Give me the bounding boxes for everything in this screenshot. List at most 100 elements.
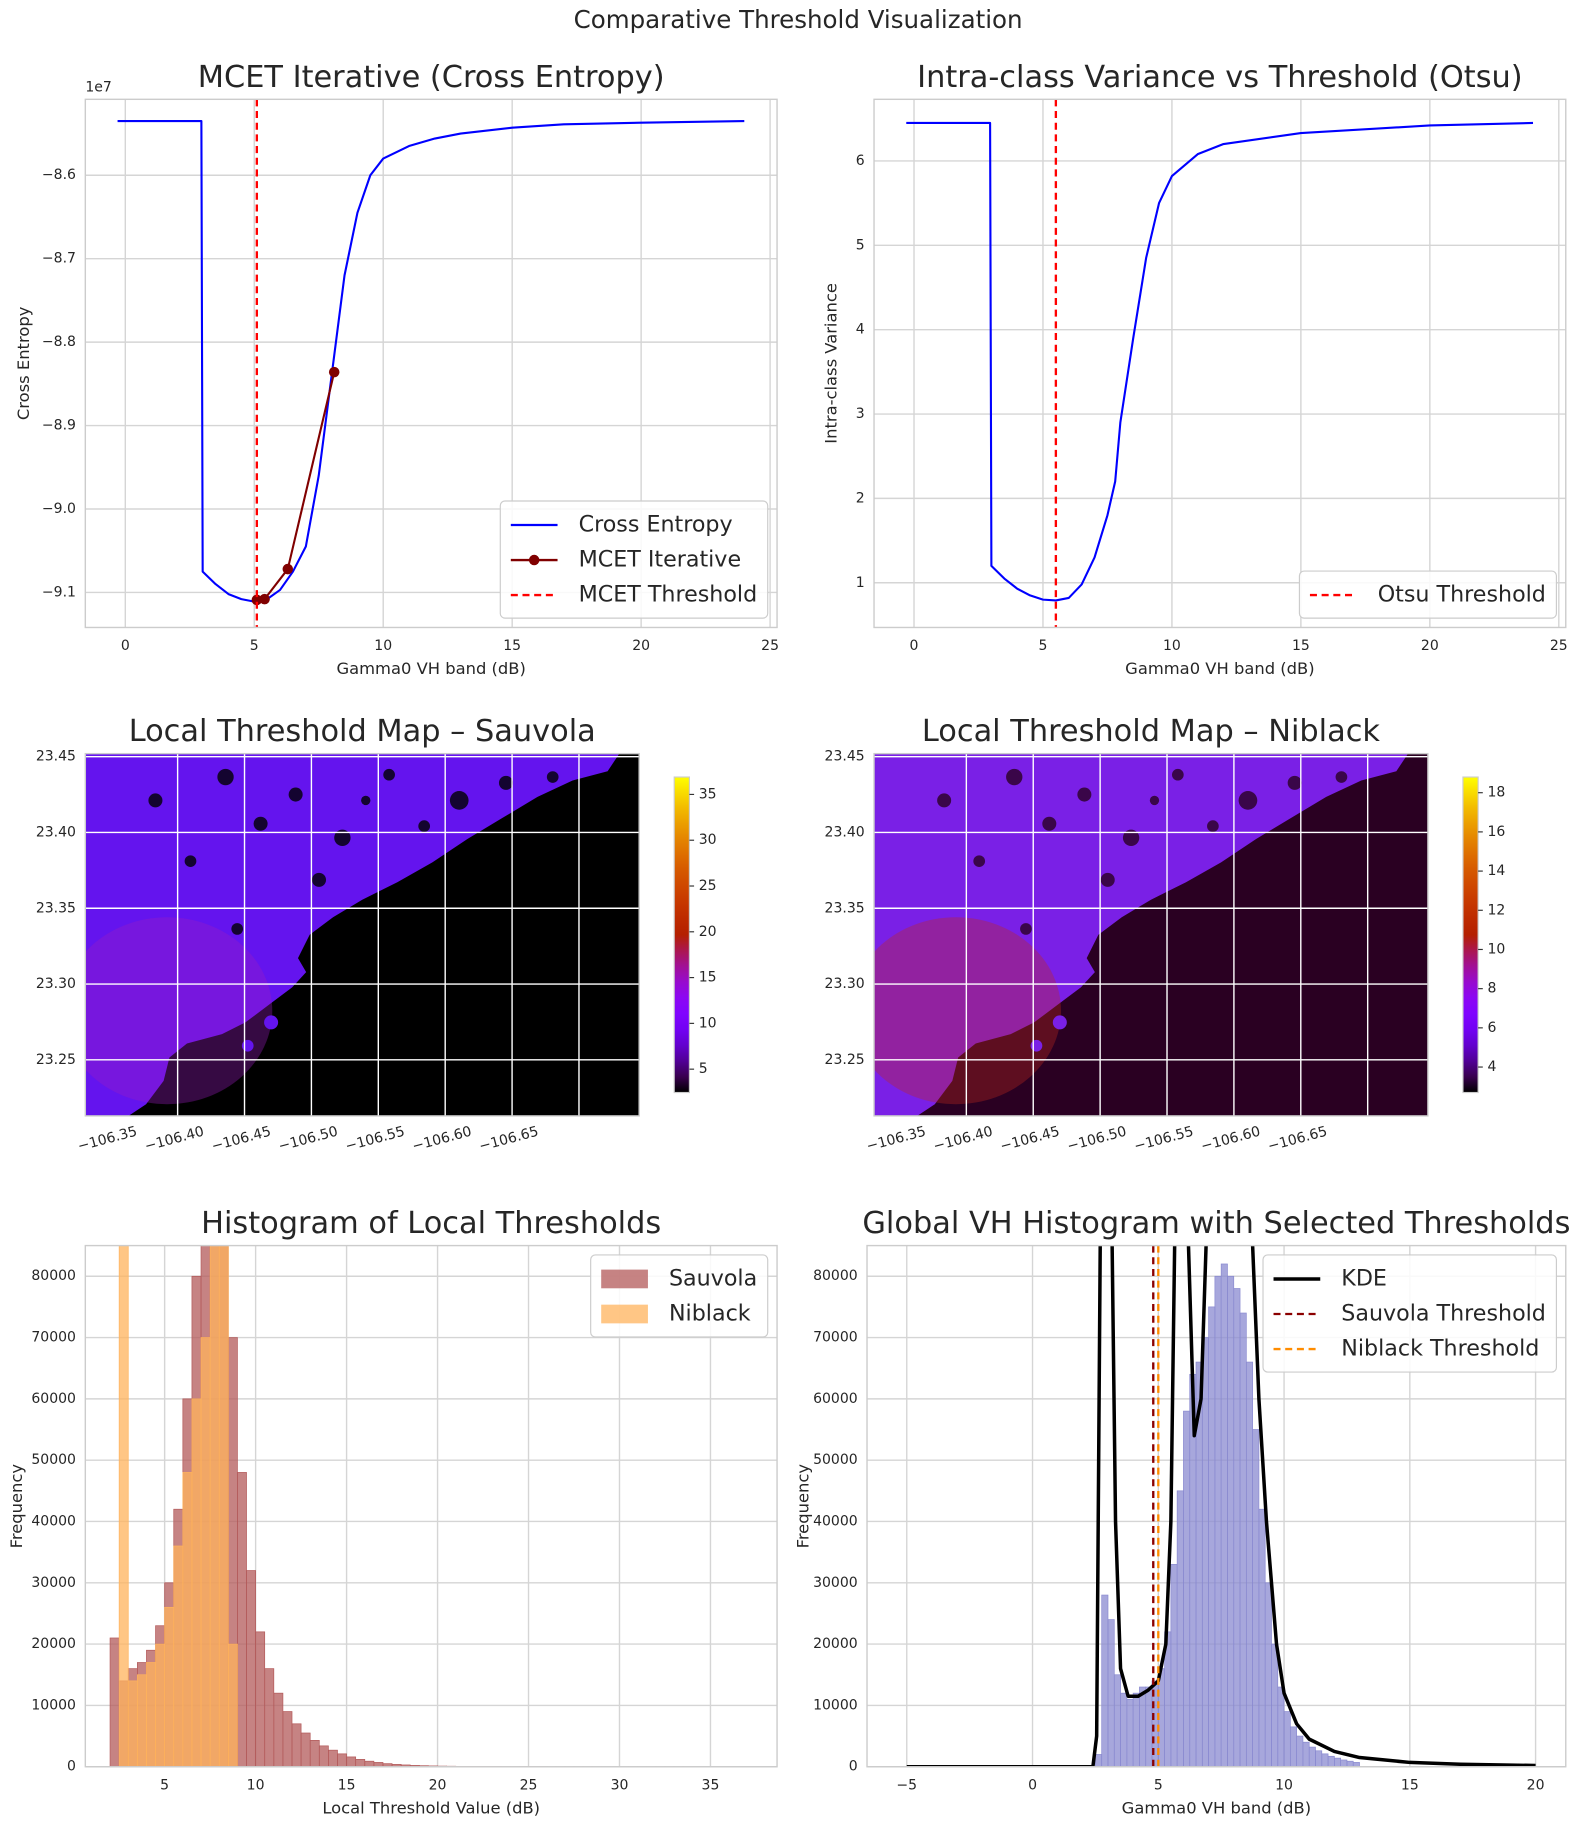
y-tick-label: 6 [856,153,865,169]
colorbar-tick-label: 35 [699,786,717,802]
lake [383,768,395,781]
y-tick-label: 23.30 [825,976,865,992]
lake [1149,795,1160,806]
axes-frame [873,752,1429,1117]
lake [1287,775,1302,790]
legend: Sauvola Niblack [590,1254,769,1338]
colorbar-tick-label: 16 [1487,824,1505,840]
legend-label: Niblack [669,1301,751,1327]
histogram-bar [237,1472,247,1767]
legend-handle [601,1304,648,1324]
histogram-bar [364,1760,375,1767]
histogram-bar [137,1674,147,1767]
histogram-bar [227,1643,238,1767]
histogram-bar [1283,1711,1291,1767]
x-tick-label: 10 [374,638,392,654]
colorbar-tick-label: 5 [699,1061,708,1077]
lake [1335,771,1348,783]
plot-area [874,753,1428,1116]
legend-label: Otsu Threshold [1378,582,1546,608]
line [906,121,1534,602]
island [241,1039,254,1052]
axis-offset-label: 1e7 [85,80,111,96]
grid [874,753,1428,1116]
histogram-bar [1271,1643,1279,1767]
histogram-bar [1321,1753,1329,1767]
colorbar-tick-label: 20 [699,924,717,940]
y-tick-label: 60000 [31,1391,76,1407]
y-tick-label: −8.9 [42,418,76,434]
y-tick-label: 23.35 [36,900,76,916]
histogram-bar [164,1606,175,1767]
legend-label: Niblack Threshold [1341,1336,1539,1362]
histogram-bar [255,1631,266,1767]
lake [1207,820,1219,832]
axes-frame [873,98,1567,629]
subplot-title: Histogram of Local Thresholds [201,1206,661,1241]
colorbar-tick-label: 18 [1487,785,1505,801]
y-tick-label: 70000 [31,1330,76,1346]
legend-marker [528,554,540,566]
axes-frame [84,752,640,1117]
histogram-bar [1315,1750,1323,1767]
lake [217,768,234,786]
histogram-bar [1334,1757,1342,1767]
lake [288,787,303,802]
histogram-bar [191,1398,202,1767]
colorbar-tick-label: 10 [1487,941,1505,957]
y-tick-label: 10000 [813,1697,858,1713]
y-axis-label: Frequency [7,1464,26,1549]
legend-handle [601,1269,648,1289]
x-axis-label: Gamma0 VH band (dB) [336,659,525,678]
histogram-bar [1113,1674,1121,1767]
land-texture [874,917,1061,1105]
axes-frame [866,1244,1567,1768]
histogram-bar [300,1732,311,1767]
y-tick-label: 3 [856,406,865,422]
y-tick-label: 0 [67,1759,76,1775]
lake [1006,768,1023,786]
plot-area [906,99,1534,628]
colorbar-tick-label: 10 [699,1015,717,1031]
y-tick-label: −8.8 [42,334,76,350]
land [874,753,1409,1116]
subplot: 468101214161823.2523.3023.3523.4023.45−1… [825,714,1506,1155]
x-tick-label: 20 [429,1777,447,1793]
lake [546,771,559,783]
histogram-bar [218,1245,229,1767]
x-tick-label: 5 [250,638,259,654]
lake [184,855,197,868]
colorbar [1462,776,1479,1094]
x-tick-label: 25 [520,1777,538,1793]
subplot-title: Local Threshold Map – Niblack [922,714,1381,749]
y-axis-label: Intra-class Variance [821,283,840,444]
legend-box [499,500,769,619]
histogram-bar [1258,1508,1266,1767]
y-tick-label: 23.30 [36,976,76,992]
x-tick-label: 10 [247,1777,265,1793]
histogram-bar [246,1570,256,1767]
axes-frame [84,98,778,629]
histogram-bar [146,1662,156,1767]
y-tick-label: 1 [856,575,865,591]
plot-area [85,753,640,1116]
legend-label: Cross Entropy [579,511,733,537]
legend-label: KDE [1341,1265,1387,1291]
histogram-bar [1139,1686,1147,1767]
plot-area [906,1245,1536,1767]
y-tick-label: 23.45 [825,749,865,765]
land-texture [85,917,273,1105]
y-tick-label: 23.25 [36,1052,76,1068]
y-tick-label: 4 [856,322,865,338]
x-tick-label: 25 [761,638,779,654]
y-tick-label: 20000 [813,1636,858,1652]
histogram-bar [1277,1686,1285,1767]
y-tick-label: 30000 [813,1575,858,1591]
plot-background [874,99,1566,628]
lake [231,923,244,935]
colorbar [673,776,691,1094]
figure-title: Comparative Threshold Visualization [574,5,1023,34]
lake [1100,872,1115,887]
colorbar-tick-label: 4 [1487,1059,1496,1075]
